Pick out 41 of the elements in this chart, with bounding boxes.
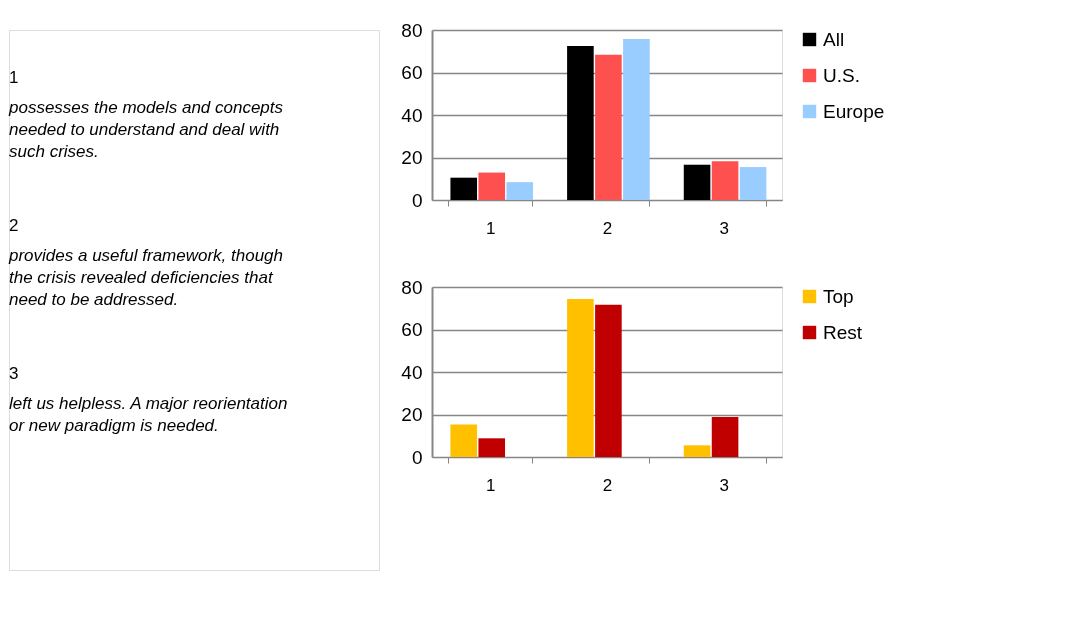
legend-label: Rest [823, 321, 863, 343]
x-tick-label: 2 [602, 475, 613, 495]
y-tick-label: 20 [401, 147, 423, 168]
text: possesses the models and concepts needed to understand and deal with such crises. [8, 98, 284, 161]
y-tick-label: 80 [401, 19, 423, 41]
bar [711, 417, 739, 457]
x-tick-label: 3 [719, 475, 729, 495]
bar [567, 45, 594, 200]
y-tick-label: 60 [401, 62, 423, 83]
bar [450, 424, 478, 457]
bar [567, 298, 594, 457]
y-tick-label: 20 [401, 404, 423, 425]
bar [711, 161, 739, 200]
legend-label: All [823, 28, 845, 50]
y-tick-label: 80 [401, 276, 423, 298]
bar [683, 164, 711, 200]
y-tick-label: 0 [411, 189, 423, 211]
legend-label: Europe [823, 100, 885, 122]
bar [683, 445, 711, 457]
x-tick-label: 1 [486, 218, 496, 238]
legend-label: U.S. [823, 64, 860, 86]
text: 1 [9, 68, 19, 87]
legend-label: Top [823, 285, 854, 307]
x-tick-label: 2 [602, 218, 613, 238]
y-tick-label: 0 [411, 446, 423, 468]
bar [506, 182, 534, 200]
text: left us helpless. A major reorientation or new paradigm is needed. [9, 394, 288, 435]
text: provides a useful framework, though the crisis revealed deficiencies that need to be addressed. [8, 246, 284, 309]
bar [595, 54, 622, 200]
bar [623, 38, 650, 200]
text: 3 [9, 364, 19, 383]
bar [739, 167, 767, 200]
bar [595, 304, 622, 457]
bar [450, 177, 478, 200]
y-tick-label: 40 [401, 104, 423, 126]
x-tick-label: 3 [719, 218, 729, 238]
bar [478, 438, 506, 457]
y-tick-label: 60 [401, 319, 423, 340]
x-tick-label: 1 [486, 475, 496, 495]
bar [478, 172, 506, 200]
y-tick-label: 40 [401, 361, 423, 383]
